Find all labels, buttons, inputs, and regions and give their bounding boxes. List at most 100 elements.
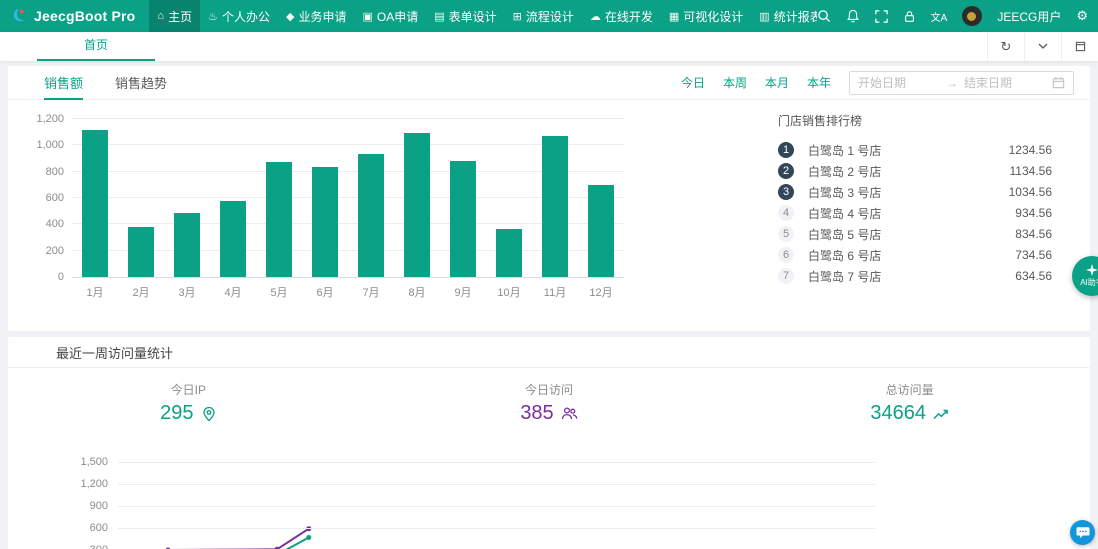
bar-10月[interactable]: [496, 228, 522, 277]
store-value: 1234.56: [1008, 143, 1052, 157]
x-axis-label: 5月: [270, 287, 288, 299]
bar-12月[interactable]: [588, 185, 614, 277]
translate-icon[interactable]: 文A: [930, 12, 948, 24]
range-today[interactable]: 今日: [680, 76, 705, 90]
x-axis-label: 6月: [316, 287, 334, 299]
range-week[interactable]: 本周: [722, 76, 747, 90]
refresh-icon[interactable]: ↻: [987, 32, 1024, 61]
ranking-item[interactable]: 1 白鹭岛 1 号店 1234.56: [778, 142, 1052, 158]
chevron-down-icon[interactable]: [1024, 32, 1061, 61]
visits-line-chart: 1,500 1,200 900 600 300: [80, 453, 875, 549]
rank-badge: 7: [778, 268, 794, 284]
search-icon[interactable]: [817, 9, 831, 23]
x-axis-label: 3月: [178, 287, 196, 299]
bar-slot: [256, 120, 302, 277]
bar-4月[interactable]: [220, 201, 246, 277]
ranking-item[interactable]: 6 白鹭岛 6 号店 734.56: [778, 247, 1052, 263]
nav-item-home[interactable]: ⌂ 主页: [149, 0, 201, 32]
weekly-visits-card: 最近一周访问量统计 今日IP 295 今日访问 385 总访问量 3: [8, 337, 1090, 549]
range-month[interactable]: 本月: [764, 76, 789, 90]
range-year[interactable]: 本年: [806, 76, 831, 90]
bar-slot: [440, 120, 486, 277]
bar-8月[interactable]: [404, 133, 430, 277]
gridline: [72, 118, 624, 119]
notification-bell-icon[interactable]: [846, 9, 860, 23]
lock-icon[interactable]: [903, 10, 916, 23]
bar-plot: 0 200 400 600 800 1,000 1,200: [36, 113, 624, 283]
nav-item-office[interactable]: ♨ 个人办公: [200, 0, 278, 32]
nav-item-label: 主页: [168, 9, 193, 24]
logo-text: JeecgBoot Pro: [34, 8, 136, 24]
stat-value: 34664: [870, 402, 926, 424]
business-icon: ◆: [285, 10, 295, 23]
ranking-list: 1 白鹭岛 1 号店 1234.56 2 白鹭岛 2 号店 1134.56 3 白鹭岛 3 号…: [778, 142, 1052, 284]
tab-sales-amount[interactable]: 销售额: [44, 66, 84, 100]
bar-xlabels: 1月 2月 3月 4月 5月 6月 7月 8月 9月 10月 11月 12月: [72, 284, 624, 300]
ai-assistant-button[interactable]: AI助手: [1072, 256, 1098, 296]
x-axis-label: 2月: [132, 287, 150, 299]
sales-card: 销售额 销售趋势 今日 本周 本月 本年 开始日期 → 结束日期 0 200 400…: [8, 66, 1090, 331]
nav-item-business[interactable]: ◆ 业务申请: [278, 0, 354, 32]
store-name: 白鹭岛 5 号店: [808, 227, 882, 242]
nav-item-oa-apply[interactable]: ▣ OA申请: [354, 0, 426, 32]
bar-1月[interactable]: [82, 130, 108, 277]
maximize-icon[interactable]: [1061, 32, 1098, 61]
gridline: [72, 197, 624, 198]
visits-card-header: 最近一周访问量统计: [8, 337, 1090, 368]
sales-card-body: 0 200 400 600 800 1,000 1,200 1月 2月 3月 4月 5月 6月 7月 8月…: [8, 100, 1090, 300]
username[interactable]: JEECG用户: [997, 9, 1062, 24]
bar-7月[interactable]: [358, 154, 384, 277]
bar-slot: [210, 120, 256, 277]
bar-9月[interactable]: [450, 160, 476, 277]
bar-3月[interactable]: [174, 212, 200, 277]
bar-11月[interactable]: [542, 135, 568, 277]
store-value: 634.56: [1015, 269, 1052, 283]
app-logo[interactable]: JeecgBoot Pro: [0, 7, 149, 25]
ranking-title: 门店销售排行榜: [778, 114, 863, 128]
ranking-item[interactable]: 3 白鹭岛 3 号店 1034.56: [778, 184, 1052, 200]
user-avatar[interactable]: [962, 6, 983, 26]
nav-item-label: 业务申请: [298, 9, 347, 24]
home-icon: ⌂: [157, 10, 165, 22]
ranking-item[interactable]: 4 白鹭岛 4 号店 934.56: [778, 205, 1052, 221]
nav-item-label: 在线开发: [604, 9, 653, 24]
gridline: [72, 170, 624, 172]
tab-home[interactable]: 首页: [37, 32, 155, 61]
store-name: 白鹭岛 3 号店: [808, 185, 882, 200]
stat-value: 295: [160, 402, 194, 424]
fullscreen-icon[interactable]: [874, 9, 888, 23]
nav-item-form-design[interactable]: ▤ 表单设计: [426, 0, 504, 32]
gridline: [118, 506, 875, 507]
y-axis-label: 600: [89, 522, 108, 534]
nav-item-flow-design[interactable]: ⊞ 流程设计: [505, 0, 582, 32]
gridline: [72, 223, 624, 225]
range-arrow-icon: →: [946, 75, 958, 90]
chat-button[interactable]: [1070, 520, 1095, 545]
gridline: [118, 462, 875, 463]
ranking-item[interactable]: 5 白鹭岛 5 号店 834.56: [778, 226, 1052, 242]
nav-item-online-dev[interactable]: ☁ 在线开发: [582, 0, 661, 32]
nav-item-label: 个人办公: [221, 9, 270, 24]
stat-today-visits: 今日访问 385: [369, 381, 730, 425]
bar-2月[interactable]: [128, 227, 154, 277]
ranking-item[interactable]: 2 白鹭岛 2 号店 1134.56: [778, 163, 1052, 179]
settings-gear-icon[interactable]: ⚙: [1076, 8, 1088, 23]
y-axis-label: 200: [45, 244, 64, 257]
oa-apply-icon: ▣: [362, 10, 373, 23]
team-icon: [561, 407, 578, 420]
date-range-picker[interactable]: 开始日期 → 结束日期: [849, 70, 1074, 95]
gridline: [118, 484, 875, 485]
navbar-actions: 文A JEECG用户 ⚙: [817, 6, 1098, 26]
trend-up-icon: [933, 409, 948, 419]
gridline: [72, 249, 624, 251]
ranking-item[interactable]: 7 白鹭岛 7 号店 634.56: [778, 268, 1052, 284]
store-name: 白鹭岛 1 号店: [808, 143, 882, 158]
nav-item-report[interactable]: ▥ 统计报表: [751, 0, 816, 32]
bar-5月[interactable]: [266, 161, 292, 277]
nav-item-visual-design[interactable]: ▦ 可视化设计: [661, 0, 751, 32]
flow-design-icon: ⊞: [512, 10, 522, 23]
bar-6月[interactable]: [312, 167, 338, 277]
location-pin-icon: [202, 406, 215, 421]
tab-sales-trend[interactable]: 销售趋势: [115, 76, 168, 91]
